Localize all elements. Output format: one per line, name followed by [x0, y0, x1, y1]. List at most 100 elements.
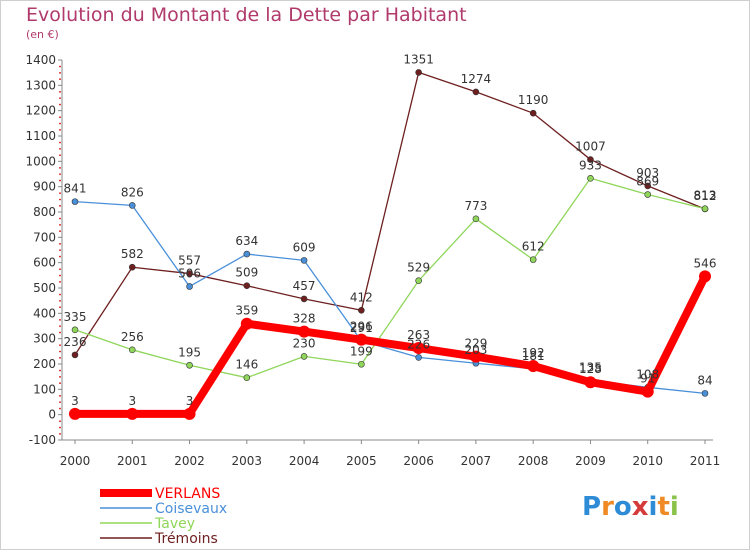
y-minor-tick: [59, 141, 61, 144]
data-point: [701, 390, 709, 397]
data-label: 609: [293, 240, 316, 254]
data-point: [186, 361, 193, 369]
data-label: 506: [178, 266, 201, 280]
logo-letter: o: [613, 492, 632, 522]
y-minor-tick: [59, 293, 61, 296]
x-tick-label: 2009: [575, 454, 606, 468]
data-point: [358, 306, 365, 314]
logo-letter: t: [657, 492, 670, 522]
data-point: [415, 69, 422, 76]
proxiti-logo: Proxiti: [582, 492, 679, 522]
data-label: 826: [121, 185, 144, 199]
data-label: 256: [121, 330, 144, 344]
legend-label: Coisevaux: [155, 501, 227, 517]
data-label: 203: [464, 343, 487, 357]
data-label: 546: [694, 256, 717, 270]
data-point: [71, 351, 79, 359]
data-label: 612: [522, 240, 545, 254]
y-minor-tick: [59, 243, 61, 245]
x-tick-label: 2000: [60, 454, 91, 468]
y-minor-tick: [59, 103, 61, 106]
data-point: [240, 317, 253, 330]
y-tick-label: 1200: [25, 104, 56, 118]
data-point: [300, 353, 308, 360]
data-labels: 236 582 557 509 457 412 1351 1274 1190 1007 903 812…: [64, 52, 717, 407]
y-minor-tick: [59, 198, 61, 201]
x-tick-label: 2005: [346, 454, 377, 468]
chart-title: Evolution du Montant de la Dette par Hab…: [26, 4, 467, 26]
y-tick-label: 600: [33, 256, 56, 270]
y-minor-tick: [59, 382, 61, 384]
y-minor-tick: [59, 116, 61, 118]
data-label: 634: [235, 234, 258, 248]
data-point: [641, 385, 654, 398]
data-point: [69, 407, 81, 420]
y-minor-tick: [59, 426, 61, 429]
data-label: 229: [464, 337, 487, 351]
y-minor-tick: [59, 281, 61, 283]
y-minor-tick: [59, 122, 61, 125]
data-label: 812: [694, 189, 717, 203]
data-point: [128, 202, 136, 209]
data-label: 457: [293, 279, 316, 293]
data-point: [355, 333, 368, 346]
x-tick-label: 2011: [690, 454, 721, 468]
data-point: [183, 407, 196, 420]
series-line-tavey: [74, 177, 706, 379]
data-point: [587, 156, 594, 163]
y-minor-tick: [59, 433, 61, 435]
data-label: 135: [579, 360, 602, 374]
y-minor-tick: [59, 78, 61, 80]
series-line-verlans: [71, 272, 709, 418]
y-minor-tick: [59, 369, 61, 372]
y-minor-tick: [59, 344, 61, 346]
y-minor-tick: [59, 325, 61, 327]
data-point: [584, 376, 597, 389]
data-label: 773: [464, 199, 487, 213]
data-point: [243, 374, 251, 381]
data-point: [186, 283, 193, 290]
data-point: [128, 346, 136, 354]
y-minor-tick: [59, 350, 61, 353]
logo-letter: r: [601, 492, 614, 522]
data-label: 869: [636, 175, 659, 189]
data-label: 813: [694, 189, 717, 203]
data-point: [243, 282, 251, 290]
data-label: 328: [293, 312, 316, 326]
y-tick-label: -100: [29, 433, 56, 447]
data-label: 291: [350, 321, 373, 335]
data-label: 3: [71, 394, 79, 408]
x-tick-label: 2001: [117, 454, 148, 468]
x-tick-label: 2007: [461, 454, 492, 468]
data-label: 230: [293, 336, 316, 350]
data-point: [298, 325, 311, 338]
data-label: 3: [186, 394, 194, 408]
data-label: 108: [636, 367, 659, 381]
y-tick-label: 0: [48, 408, 56, 422]
series-line-trémoins: [74, 71, 706, 356]
y-minor-tick: [59, 91, 61, 93]
data-point: [128, 263, 136, 271]
data-point: [529, 109, 537, 117]
y-minor-tick: [59, 306, 61, 308]
y-minor-tick: [59, 319, 61, 321]
data-label: 903: [636, 166, 659, 180]
data-label: 412: [350, 290, 373, 304]
y-minor-tick: [59, 179, 61, 182]
legend-label: Tavey: [154, 516, 195, 532]
y-minor-tick: [59, 205, 61, 207]
y-tick-label: 1400: [25, 53, 56, 67]
logo-letter: P: [582, 492, 602, 522]
y-tick-label: 500: [33, 281, 56, 295]
y-minor-tick: [59, 129, 61, 131]
x-tick-label: 2008: [518, 454, 549, 468]
x-tick-label: 2004: [289, 454, 320, 468]
y-minor-tick: [59, 72, 61, 74]
data-point: [186, 270, 193, 277]
data-label: 557: [178, 254, 201, 268]
data-label: 128: [579, 362, 602, 376]
data-label: 3: [128, 394, 136, 408]
x-tick-label: 2002: [174, 454, 205, 468]
